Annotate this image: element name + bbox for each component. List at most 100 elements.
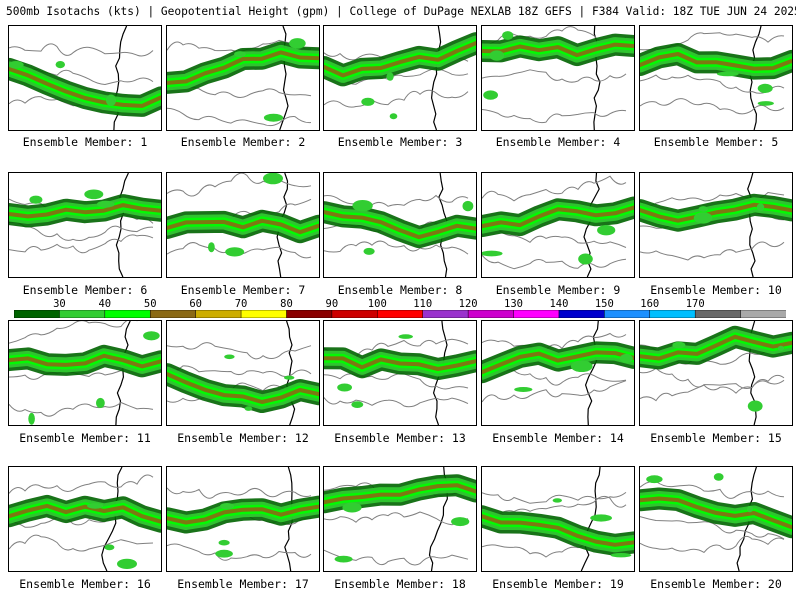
member-map — [9, 173, 161, 277]
height-contour — [167, 543, 312, 561]
colorbar-segment — [331, 310, 379, 318]
member-label: Ensemble Member: 6 — [22, 283, 148, 297]
height-contour — [482, 254, 627, 270]
isotach-patch — [693, 212, 713, 224]
height-contour — [640, 98, 785, 115]
isotach-patch — [225, 247, 245, 257]
member-map — [640, 173, 792, 277]
member-label: Ensemble Member: 2 — [180, 135, 306, 149]
ensemble-map-panel — [166, 25, 320, 131]
isotach-patch — [224, 354, 235, 360]
member-label: Ensemble Member: 11 — [19, 431, 151, 445]
isotach-patch — [747, 400, 763, 412]
ensemble-map-panel — [323, 320, 477, 426]
member-label: Ensemble Member: 1 — [22, 135, 148, 149]
height-contour — [324, 89, 469, 108]
isotach-band — [167, 50, 319, 85]
isotach-patch — [361, 97, 375, 106]
colorbar-segment — [149, 310, 197, 318]
isotach-patch — [483, 90, 498, 100]
member-label: Ensemble Member: 3 — [337, 135, 463, 149]
member-map — [167, 26, 319, 130]
ensemble-map-panel — [323, 25, 477, 131]
colorbar-segment — [649, 310, 696, 318]
height-contour — [9, 234, 154, 254]
member-map — [640, 26, 792, 130]
height-contour — [482, 175, 627, 202]
wind-speed-colorbar — [14, 310, 786, 318]
member-map — [9, 26, 161, 130]
isotach-patch — [570, 360, 593, 372]
isotach-patch — [489, 50, 505, 61]
isotach-band — [640, 334, 792, 361]
ensemble-map-panel — [323, 172, 477, 278]
height-contour — [640, 74, 785, 94]
colorbar-segment — [286, 310, 333, 318]
height-contour — [9, 401, 154, 417]
isotach-patch — [619, 353, 633, 363]
isotach-patch — [87, 503, 104, 509]
coastline — [115, 321, 131, 425]
isotach-band — [324, 210, 476, 240]
isotach-band — [167, 372, 319, 404]
member-map — [324, 467, 476, 571]
isotach-patch — [716, 71, 739, 77]
member-map — [482, 467, 634, 571]
height-contour — [9, 474, 154, 494]
isotach-patch — [263, 113, 284, 122]
colorbar-tick-label: 150 — [594, 298, 614, 310]
member-map — [640, 321, 792, 425]
ensemble-map-panel — [166, 320, 320, 426]
colorbar-tick-label: 90 — [325, 298, 339, 310]
ensemble-map-panel — [639, 320, 793, 426]
isotach-band — [9, 353, 161, 369]
isotach-patch — [351, 401, 364, 408]
colorbar-segment — [694, 310, 742, 318]
isotach-patch — [610, 553, 632, 558]
height-contour — [640, 241, 785, 261]
isotach-patch — [756, 203, 765, 212]
member-label: Ensemble Member: 9 — [495, 283, 621, 297]
colorbar-segment — [422, 310, 469, 318]
member-map — [167, 173, 319, 277]
colorbar-segment — [14, 310, 61, 318]
member-map — [167, 467, 319, 571]
isotach-patch — [757, 83, 773, 93]
height-contour — [482, 69, 627, 83]
isotach-band — [167, 504, 319, 525]
colorbar-segment — [513, 310, 560, 318]
colorbar-tick-label: 120 — [458, 298, 478, 310]
isotach-patch — [215, 549, 233, 558]
isotach-band — [9, 203, 161, 219]
member-label: Ensemble Member: 15 — [650, 431, 782, 445]
isotach-patch — [590, 514, 612, 522]
member-map — [482, 321, 634, 425]
isotach-patch — [578, 253, 593, 265]
isotach-band — [324, 41, 476, 78]
colorbar-segment — [104, 310, 151, 318]
isotach-patch — [363, 247, 375, 255]
member-map — [482, 173, 634, 277]
coastline — [430, 26, 442, 130]
colorbar-segment — [240, 310, 288, 318]
member-label: Ensemble Member: 13 — [334, 431, 466, 445]
isotach-patch — [451, 517, 470, 527]
isotach-patch — [96, 397, 105, 409]
isotach-band — [324, 483, 476, 505]
isotach-band — [482, 42, 634, 58]
height-contour — [167, 107, 312, 127]
member-label: Ensemble Member: 4 — [495, 135, 621, 149]
colorbar-tick-label: 50 — [143, 298, 157, 310]
isotach-patch — [646, 475, 663, 484]
coastline — [584, 321, 599, 425]
member-label: Ensemble Member: 7 — [180, 283, 306, 297]
height-contour — [482, 332, 627, 351]
member-label: Ensemble Member: 8 — [337, 283, 463, 297]
ensemble-map-panel — [481, 25, 635, 131]
isotach-patch — [208, 242, 215, 253]
colorbar-tick-label: 60 — [189, 298, 202, 310]
colorbar-segment — [604, 310, 651, 318]
height-contour — [324, 511, 469, 526]
isotach-patch — [597, 225, 616, 236]
isotach-band — [640, 202, 792, 223]
